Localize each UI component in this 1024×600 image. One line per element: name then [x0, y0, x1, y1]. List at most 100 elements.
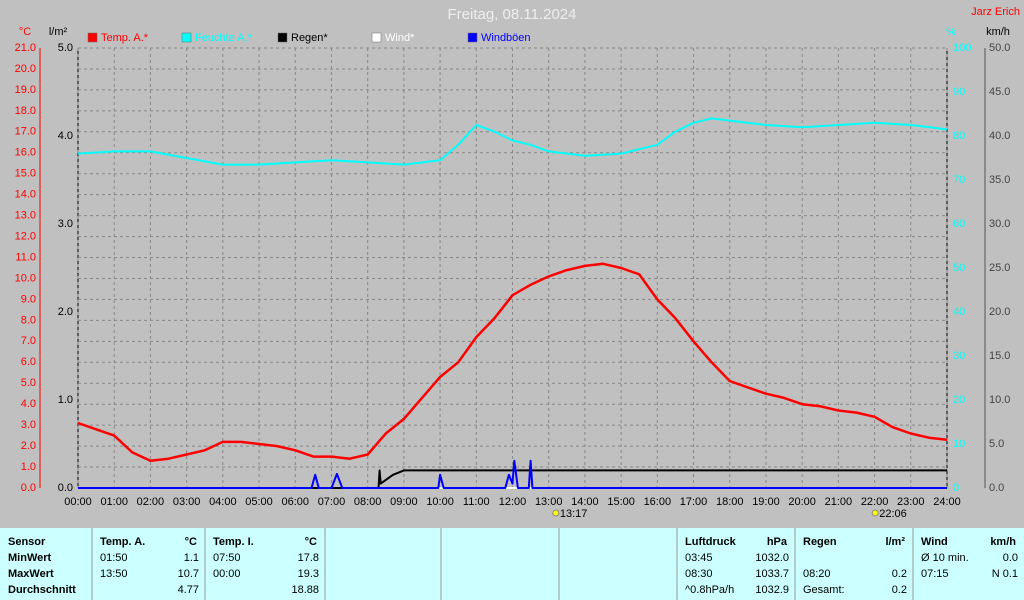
- y-tick-label: 1.0: [58, 394, 73, 406]
- x-tick-label: 16:00: [644, 496, 672, 508]
- cell-time: 13:50: [100, 568, 128, 580]
- y-tick-label: 30.0: [989, 218, 1010, 230]
- cell-value: 1032.9: [755, 584, 789, 596]
- y-tick-label: 35.0: [989, 174, 1010, 186]
- axis-unit: km/h: [986, 26, 1010, 38]
- x-tick-label: 11:00: [463, 496, 490, 508]
- column-unit: km/h: [990, 536, 1016, 548]
- column-unit: hPa: [767, 536, 788, 548]
- series-line: [77, 262, 948, 463]
- axis-unit: °C: [19, 26, 31, 38]
- x-tick-label: 09:00: [390, 496, 418, 508]
- y-tick-label: 80: [953, 130, 965, 142]
- x-tick-label: 20:00: [788, 496, 816, 508]
- chart-title: Freitag, 08.11.2024: [448, 6, 577, 23]
- y-tick-label: 5.0: [989, 438, 1004, 450]
- axis-unit: l/m²: [49, 26, 68, 38]
- y-tick-label: 0: [953, 482, 959, 494]
- y-tick-label: 20.0: [15, 63, 36, 75]
- legend-swatch: [467, 32, 478, 43]
- cell-value: 1.1: [184, 552, 199, 564]
- y-tick-label: 100: [953, 42, 971, 54]
- y-tick-label: 10.0: [15, 272, 36, 284]
- cell-value: 4.77: [178, 584, 199, 596]
- sun-icon: [871, 509, 879, 517]
- x-tick-label: 04:00: [209, 496, 237, 508]
- y-tick-label: 3.0: [58, 218, 73, 230]
- y-tick-label: 50: [953, 262, 965, 274]
- y-tick-label: 15.0: [15, 168, 36, 180]
- cell-value: 1033.7: [755, 568, 789, 580]
- x-tick-label: 06:00: [281, 496, 309, 508]
- x-tick-label: 02:00: [137, 496, 165, 508]
- author: Jarz Erich: [971, 6, 1020, 18]
- row-label: Sensor: [8, 536, 46, 548]
- y-tick-label: 0.0: [989, 482, 1004, 494]
- column-header: Temp. A.: [100, 536, 145, 548]
- column-unit: °C: [185, 536, 197, 548]
- x-tick-label: 18:00: [716, 496, 744, 508]
- y-tick-label: 18.0: [15, 105, 36, 117]
- cell-value: 18.88: [291, 584, 319, 596]
- row-label: Durchschnitt: [8, 584, 76, 596]
- y-tick-label: 10: [953, 438, 965, 450]
- table-background: [0, 528, 1024, 600]
- column-header: Luftdruck: [685, 536, 737, 548]
- y-tick-label: 11.0: [15, 251, 36, 263]
- y-tick-label: 21.0: [15, 42, 36, 54]
- y-tick-label: 10.0: [989, 394, 1010, 406]
- y-tick-label: 70: [953, 174, 965, 186]
- y-tick-label: 2.0: [21, 440, 36, 452]
- x-tick-label: 15:00: [607, 496, 635, 508]
- table-dividers: [91, 528, 914, 600]
- x-tick-label: 24:00: [933, 496, 961, 508]
- y-tick-label: 40: [953, 306, 965, 318]
- x-tick-label: 19:00: [752, 496, 780, 508]
- legend-label: Windböen: [481, 32, 531, 44]
- y-tick-label: 17.0: [15, 126, 36, 138]
- x-tick-label: 23:00: [897, 496, 925, 508]
- x-tick-label: 03:00: [173, 496, 201, 508]
- y-tick-label: 4.0: [21, 398, 36, 410]
- x-tick-label: 07:00: [318, 496, 346, 508]
- y-tick-label: 45.0: [989, 86, 1010, 98]
- annotation: 22:06: [879, 508, 907, 520]
- legend-label: Wind*: [385, 32, 415, 44]
- series-line: [77, 117, 948, 166]
- x-tick-label: 12:00: [499, 496, 527, 508]
- cell-time: Ø 10 min.: [921, 552, 969, 564]
- x-tick-label: 17:00: [680, 496, 708, 508]
- y-tick-label: 5.0: [58, 42, 73, 54]
- y-tick-label: 5.0: [21, 377, 36, 389]
- cell-value: 10.7: [178, 568, 199, 580]
- x-tick-label: 10:00: [426, 496, 454, 508]
- y-tick-label: 12.0: [15, 230, 36, 242]
- series-line: [78, 459, 947, 489]
- column-header: Regen: [803, 536, 837, 548]
- sun-icon: [552, 509, 560, 517]
- legend-swatch: [181, 32, 192, 43]
- cell-time: 07:50: [213, 552, 241, 564]
- x-tick-label: 22:00: [861, 496, 889, 508]
- y-tick-label: 20: [953, 394, 965, 406]
- cell-value: 0.2: [892, 584, 907, 596]
- x-tick-label: 21:00: [825, 496, 853, 508]
- y-tick-label: 1.0: [21, 461, 36, 473]
- y-tick-label: 8.0: [21, 314, 36, 326]
- y-tick-label: 14.0: [15, 189, 36, 201]
- y-tick-label: 19.0: [15, 84, 36, 96]
- x-tick-label: 05:00: [245, 496, 273, 508]
- y-tick-label: 25.0: [989, 262, 1010, 274]
- x-tick-label: 14:00: [571, 496, 599, 508]
- cell-time: 07:15: [921, 568, 949, 580]
- column-header: Wind: [921, 536, 948, 548]
- legend-swatch: [87, 32, 98, 43]
- y-tick-label: 6.0: [21, 356, 36, 368]
- legend-swatch: [371, 32, 382, 43]
- cell-time: 08:30: [685, 568, 713, 580]
- y-tick-label: 0.0: [21, 482, 36, 494]
- y-tick-label: 30: [953, 350, 965, 362]
- y-tick-label: 2.0: [58, 306, 73, 318]
- x-tick-label: 01:00: [100, 496, 128, 508]
